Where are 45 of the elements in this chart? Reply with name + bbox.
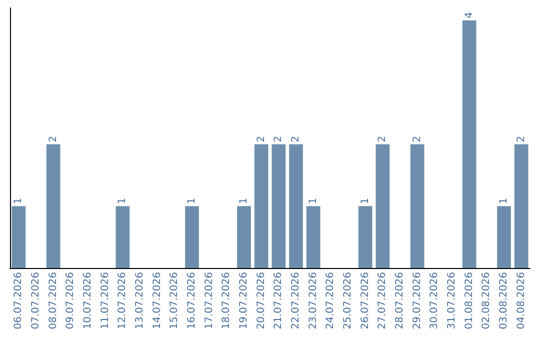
x-tick-label: 28.07.2026 <box>394 272 406 330</box>
x-tick-label: 09.07.2026 <box>65 272 76 330</box>
x-tick-label: 15.07.2026 <box>169 272 180 330</box>
x-tick-label: 06.07.2026 <box>13 272 24 330</box>
data-label: 2 <box>48 136 59 142</box>
x-tick-label: 03.08.2026 <box>498 272 510 330</box>
x-tick-label: 04.08.2026 <box>516 272 527 330</box>
x-tick-label: 12.07.2026 <box>117 272 128 330</box>
x-tick-label: 25.07.2026 <box>342 272 354 330</box>
x-tick-label: 07.07.2026 <box>30 272 42 330</box>
x-tick-label: 11.07.2026 <box>100 272 111 330</box>
x-tick-label: 24.07.2026 <box>325 272 336 330</box>
x-tick-label: 31.07.2026 <box>446 272 458 330</box>
x-tick-label: 18.07.2026 <box>221 272 232 330</box>
x-tick-label: 29.07.2026 <box>412 272 423 330</box>
data-label: 2 <box>256 136 267 142</box>
x-tick-label: 17.07.2026 <box>204 272 215 330</box>
x-tick-label: 23.07.2026 <box>308 272 319 330</box>
x-tick-label: 14.07.2026 <box>152 272 163 330</box>
x-tick-label: 02.08.2026 <box>481 272 492 330</box>
data-label: 2 <box>377 136 388 142</box>
data-label: 1 <box>238 198 250 204</box>
x-tick-label: 19.07.2026 <box>238 272 250 330</box>
x-tick-label: 27.07.2026 <box>377 272 388 330</box>
data-label: 2 <box>516 136 527 142</box>
data-label: 2 <box>412 136 423 142</box>
data-label: 1 <box>360 198 371 204</box>
x-tick-label: 13.07.2026 <box>134 272 146 330</box>
data-label: 1 <box>186 198 198 204</box>
data-label: 4 <box>464 12 475 18</box>
x-tick-label: 16.07.2026 <box>186 272 198 330</box>
data-label: 2 <box>273 136 284 142</box>
data-label: 1 <box>308 198 319 204</box>
data-label: 1 <box>13 198 24 204</box>
data-label: 1 <box>498 198 510 204</box>
x-tick-label: 21.07.2026 <box>273 272 284 330</box>
x-tick-label: 20.07.2026 <box>256 272 267 330</box>
x-tick-label: 01.08.2026 <box>464 272 475 330</box>
data-label: 2 <box>290 136 302 142</box>
data-label: 1 <box>117 198 128 204</box>
x-tick-label: 10.07.2026 <box>82 272 94 330</box>
x-tick-label: 26.07.2026 <box>360 272 371 330</box>
x-tick-label: 30.07.2026 <box>429 272 440 330</box>
x-tick-label: 22.07.2026 <box>290 272 302 330</box>
x-tick-label: 08.07.2026 <box>48 272 59 330</box>
